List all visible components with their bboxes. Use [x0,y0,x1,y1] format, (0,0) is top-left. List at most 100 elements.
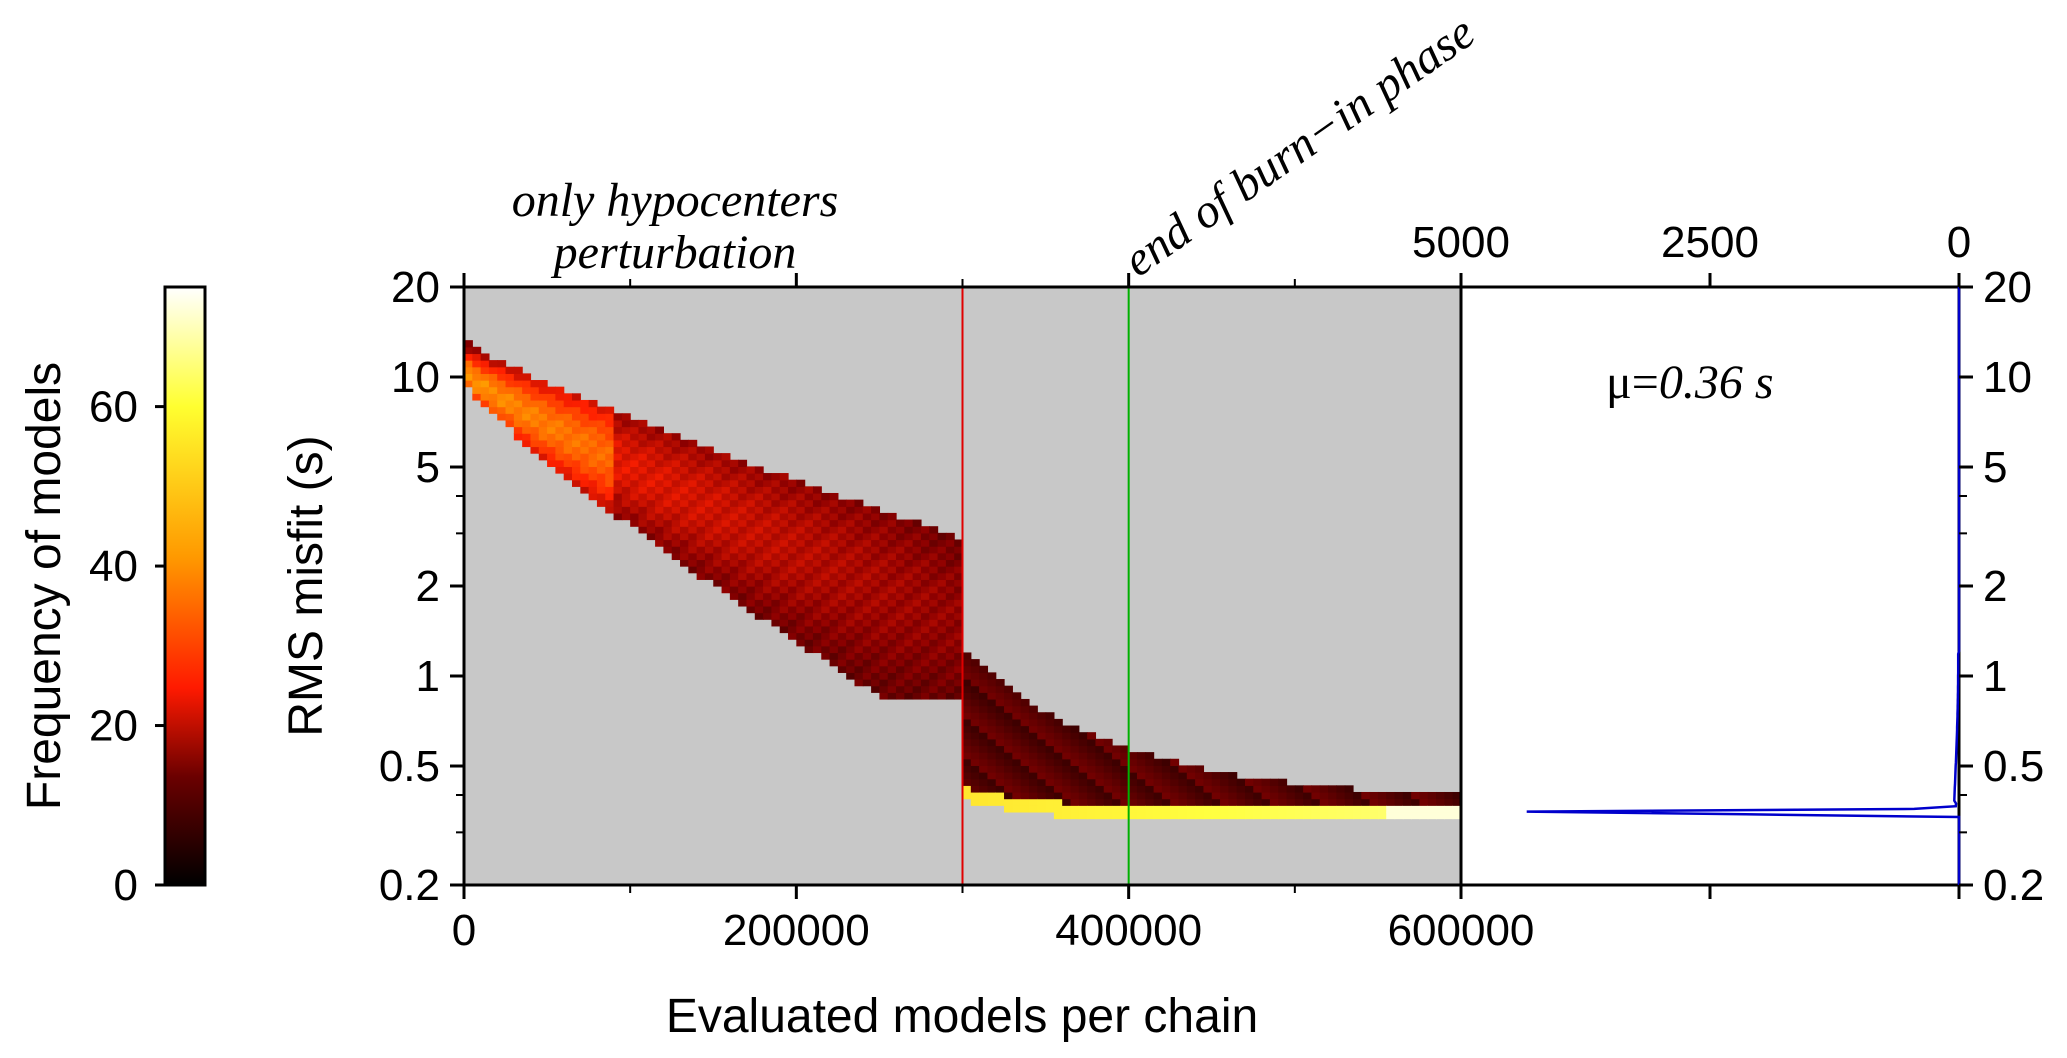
heatmap-cell [796,572,806,580]
heatmap-cell [854,566,864,574]
heatmap-cell [646,439,656,448]
heatmap-cell [937,612,947,620]
heatmap-cell [738,519,748,527]
heatmap-cell [879,539,889,547]
heatmap-cell [796,599,806,607]
heatmap-cell [646,499,656,507]
heatmap-cell [1087,765,1097,773]
heatmap-cell [513,386,523,394]
heatmap-cell [862,612,872,620]
heatmap-cell [1028,705,1038,713]
heatmap-cell [1411,791,1421,800]
heatmap-cell [788,532,797,541]
heatmap-cell [646,473,656,481]
heatmap-cell [1112,785,1121,793]
heatmap-cell [1078,785,1088,793]
heatmap-cell [937,599,947,607]
heatmap-cell [680,453,689,461]
heatmap-cell [738,506,748,514]
heatmap-cell [688,492,698,501]
heatmap-cell [837,579,847,587]
heatmap-cell [688,446,698,454]
heatmap-cell [1012,732,1022,740]
heatmap-cell [1095,752,1105,760]
heatmap-cell [945,685,955,693]
heatmap-cell [605,426,615,434]
heatmap-cell [1278,778,1288,786]
heatmap-cell [896,672,905,680]
heatmap-cell [680,552,689,561]
heatmap-cell [1361,811,1371,820]
y-tick-label: 2 [416,562,440,611]
heatmap-cell [912,692,922,700]
heatmap-cell [1178,791,1188,800]
heatmap-cell [1087,732,1097,740]
heatmap-cell [1352,798,1362,806]
heatmap-cell [671,459,681,467]
heatmap-cell [763,526,773,534]
heatmap-cell [1228,778,1238,786]
heatmap-cell [580,479,590,487]
heatmap-cell [962,685,972,693]
heatmap-cell [1120,752,1130,760]
heatmap-cell [1004,745,1013,753]
heatmap-cell [879,659,889,667]
heatmap-cell [680,519,689,527]
heatmap-cell [580,426,590,434]
heatmap-cell [630,439,640,448]
heatmap-cell [804,539,814,547]
heatmap-cell [796,579,806,587]
heatmap-cell [904,672,914,680]
heatmap-cell [887,625,897,634]
heatmap-cell [804,599,814,607]
heatmap-cell [987,791,997,800]
heatmap-cell [1427,791,1437,800]
heatmap-cell [771,532,781,541]
heatmap-cell [846,652,856,660]
heatmap-cell [879,566,889,574]
heatmap-cell [929,526,939,534]
heatmap-cell [970,791,980,800]
heatmap-cell [488,366,498,374]
heatmap-cell [887,679,897,687]
heatmap-cell [796,612,806,620]
heatmap-cell [638,479,648,487]
heatmap-cell [1053,791,1063,800]
heatmap-cell [896,692,905,700]
heatmap-cell [547,419,556,428]
heatmap-cell [721,512,731,521]
heatmap-cell [896,659,905,667]
heatmap-cell [995,758,1005,766]
heatmap-cell [1004,772,1013,780]
heatmap-cell [804,566,814,574]
heatmap-cell [829,546,839,554]
heatmap-cell [729,466,739,474]
heatmap-cell [1053,765,1063,773]
heatmap-cell [879,592,889,600]
heatmap-cell [896,559,905,567]
heatmap-cell [696,519,706,527]
heatmap-cell [904,519,914,527]
heatmap-cell [688,473,698,481]
heatmap-cell [779,546,789,554]
heatmap-cell [729,592,739,600]
heatmap-cell [655,526,664,534]
heatmap-cell [962,725,972,733]
heatmap-cell [1145,798,1155,806]
heatmap-cell [962,745,972,753]
heatmap-cell [837,559,847,567]
heatmap-cell [796,479,806,487]
heatmap-cell [605,433,615,441]
heatmap-cell [729,459,739,467]
heatmap-cell [1170,791,1180,800]
heatmap-cell [912,592,922,600]
heatmap-cell [563,399,573,408]
heatmap-cell [1062,732,1072,740]
heatmap-cell [754,605,764,614]
heatmap-cell [738,579,748,587]
heatmap-cell [804,552,814,561]
heatmap-cell [680,506,689,514]
heatmap-cell [613,413,623,421]
